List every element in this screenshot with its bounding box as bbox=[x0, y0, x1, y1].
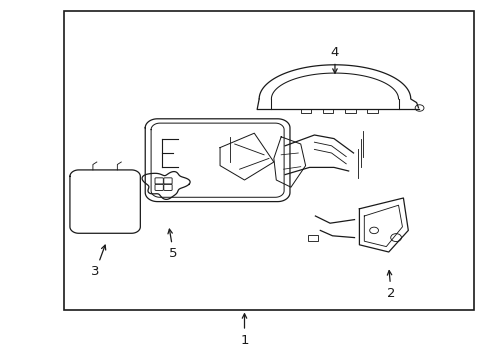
Text: 5: 5 bbox=[167, 229, 178, 260]
Bar bbox=[307, 235, 317, 241]
Bar bbox=[366, 109, 377, 113]
Text: 1: 1 bbox=[240, 314, 248, 347]
Bar bbox=[344, 109, 355, 113]
Bar bbox=[63, 11, 473, 310]
Bar bbox=[300, 109, 311, 113]
Text: 2: 2 bbox=[386, 271, 395, 300]
Text: 3: 3 bbox=[91, 245, 105, 278]
Text: 4: 4 bbox=[330, 46, 339, 73]
Bar bbox=[322, 109, 333, 113]
